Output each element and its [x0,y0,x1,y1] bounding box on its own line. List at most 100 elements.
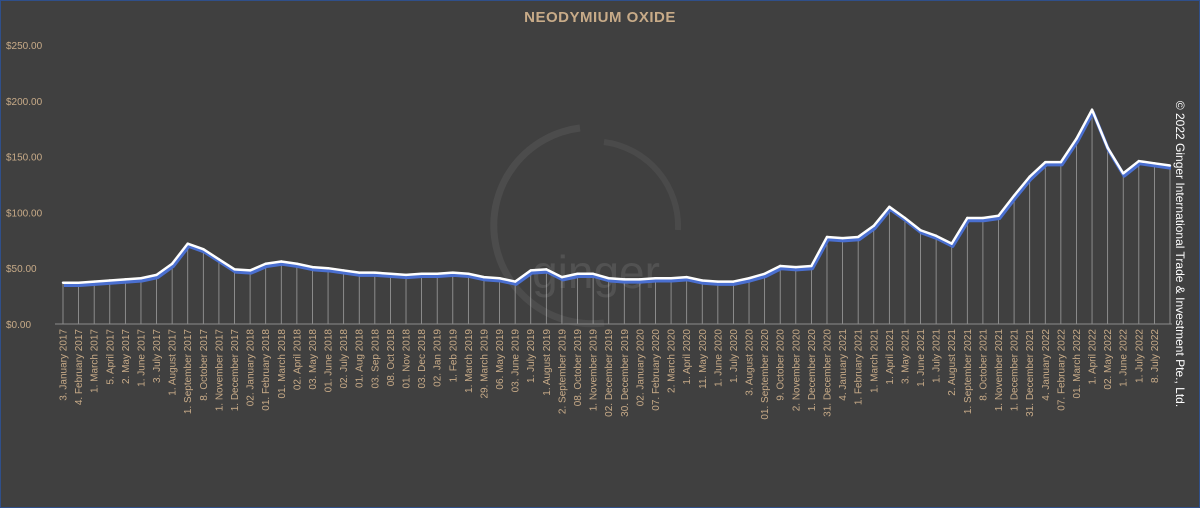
data-point [1059,160,1063,164]
data-point [919,229,922,232]
data-point [903,216,907,220]
data-point [326,267,330,270]
data-point [482,275,486,279]
data-point [716,280,720,283]
data-point [155,273,158,277]
data-point [669,277,673,280]
x-tick-label: 11. May 2020 [698,329,709,389]
x-tick-label: 06. May 2019 [495,329,506,390]
data-point [1168,164,1172,167]
data-point [888,205,891,209]
x-tick-label: 5. April 2017 [105,329,116,385]
x-tick-label: 1. November 2019 [589,329,600,412]
x-tick-label: 1. April 2022 [1088,329,1099,385]
data-point [295,262,299,265]
data-point [779,264,782,268]
data-point [560,275,564,279]
x-tick-label: 1. July 2021 [932,329,943,383]
data-point [856,235,860,239]
y-axis-ticks: $0.00 $50.00 $100.00 $150.00 $200.00 $250.00 [6,41,43,331]
x-tick-label: 02. December 2019 [604,329,615,417]
watermark: ginger [490,124,682,328]
x-tick-label: 31. December 2020 [822,329,833,417]
y-tick-label: $200.00 [6,97,43,108]
x-tick-label: 1. November 2021 [994,329,1005,412]
data-point [576,272,579,275]
data-point [1012,194,1016,197]
x-tick-label: 1. March 2021 [869,329,880,393]
data-point [1044,160,1047,164]
data-point [872,224,875,227]
x-tick-label: 1. April 2020 [682,329,693,385]
x-tick-label: 01. June 2018 [324,329,335,393]
x-tick-label: 1. June 2021 [916,329,927,387]
y-tick-label: $250.00 [6,41,43,52]
data-point [529,269,532,272]
data-point [810,264,813,268]
data-point [358,271,361,274]
chart-title: NEODYMIUM OXIDE [524,9,676,26]
x-tick-label: 08. Oct 2018 [386,329,397,387]
x-tick-label: 01. Aug 2018 [355,329,366,388]
y-tick-label: $150.00 [6,153,43,164]
x-tick-label: 1. July 2020 [729,329,740,383]
x-tick-label: 1. June 2020 [713,329,724,387]
x-tick-label: 1. June 2022 [1119,329,1130,387]
data-point [981,216,985,220]
x-tick-label: 01. March 2018 [277,329,288,399]
data-point [373,271,377,274]
x-tick-label: 2. November 2020 [791,329,802,412]
x-tick-label: 02. January 2020 [635,329,646,407]
x-tick-label: 01. September 2020 [760,329,771,420]
data-point [108,279,111,282]
x-tick-label: 8. October 2017 [199,329,210,401]
x-tick-label: 4. January 2022 [1041,329,1052,401]
data-point [950,242,953,245]
x-tick-label: 1. September 2021 [963,329,974,414]
x-tick-label: 3. January 2017 [59,329,70,401]
data-point [139,277,143,280]
x-tick-label: 1. December 2020 [807,329,818,412]
x-tick-label: 1. December 2021 [1010,329,1021,412]
data-point [607,277,610,280]
x-tick-label: 2. September 2019 [557,329,568,414]
x-tick-label: 4. February 2017 [74,329,85,406]
y-tick-label: $50.00 [6,264,37,275]
data-point [997,214,1000,217]
x-tick-label: 1. July 2022 [1134,329,1145,383]
data-point [467,272,470,275]
x-tick-label: 07. February 2020 [651,329,662,411]
data-point [498,277,501,280]
data-point [825,235,829,239]
copyright-notice: © 2022 Ginger International Trade & Inve… [1173,100,1187,408]
drop-lines [62,109,1171,324]
data-point [638,278,642,281]
data-point [685,275,688,279]
data-point [420,272,423,275]
data-point [545,268,548,271]
data-point [934,234,938,238]
x-tick-label: 2. August 2021 [947,329,958,396]
data-point [591,272,595,275]
x-tick-label: 07. February 2022 [1056,329,1067,411]
data-point [1137,159,1141,163]
x-tick-label: 1. June 2017 [136,329,147,387]
data-point [1090,108,1094,111]
x-tick-label: 4. January 2021 [838,329,849,401]
x-tick-label: 1. Feb 2019 [448,329,459,383]
data-point [404,273,408,277]
x-tick-label: 03. Dec 2018 [417,329,428,389]
data-point [186,242,189,245]
data-point [124,278,127,281]
x-tick-label: 1. March 2019 [464,329,475,393]
watermark-ring [490,124,605,328]
data-point [233,268,236,271]
data-point [747,277,751,280]
x-tick-label: 03. June 2019 [511,329,522,393]
data-point [342,269,345,272]
x-tick-label: 1. November 2017 [214,329,225,412]
x-tick-label: 03. May 2018 [308,329,319,390]
x-tick-label: 02. July 2018 [339,329,350,389]
data-point [217,258,221,261]
